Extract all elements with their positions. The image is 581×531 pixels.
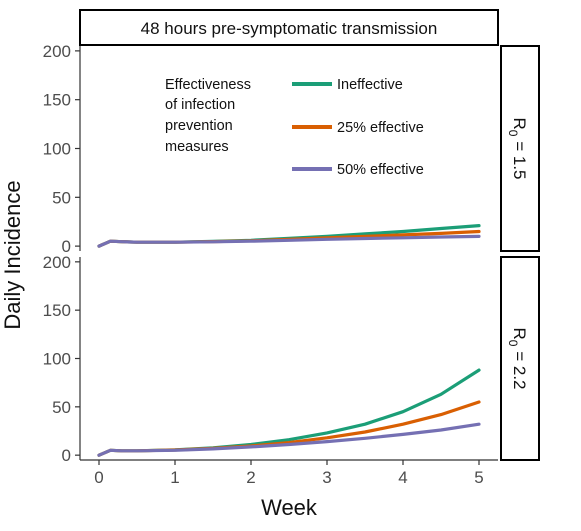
y-tick-label: 150 xyxy=(43,91,71,110)
y-tick-label: 0 xyxy=(62,237,71,256)
series-line-50-effective xyxy=(97,422,481,457)
legend-label-25pct: 25% effective xyxy=(337,120,424,136)
title-strip xyxy=(79,9,499,46)
y-axis-title: Daily Incidence xyxy=(0,180,25,329)
facet-strip-label-base: R xyxy=(510,118,529,130)
facet-strip-label-sub: 0 xyxy=(506,340,520,347)
facet-strip-label: R0 = 2.2 xyxy=(506,328,529,390)
facet-strip xyxy=(500,45,540,252)
legend-title-line-2: of infection xyxy=(165,97,235,113)
y-tick-label: 50 xyxy=(52,398,71,417)
series-line-50-effective xyxy=(97,234,481,248)
x-axis: 0 1 2 3 4 5 xyxy=(80,459,498,487)
facet-strip-label-sub: 0 xyxy=(506,130,520,137)
x-tick-label: 3 xyxy=(322,468,331,487)
y-tick-label: 100 xyxy=(43,140,71,159)
legend: Effectiveness of infection prevention me… xyxy=(165,77,424,178)
x-axis-title: Week xyxy=(261,495,318,520)
x-tick-label: 1 xyxy=(170,468,179,487)
chart-title: 48 hours pre-symptomatic transmission xyxy=(141,19,438,38)
legend-title-line-4: measures xyxy=(165,139,229,155)
facet-strip xyxy=(500,256,540,461)
x-tick-label: 0 xyxy=(94,468,103,487)
legend-label-ineffective: Ineffective xyxy=(337,77,403,93)
facet-strip-label-rest: = 1.5 xyxy=(510,136,529,179)
series-line-25-effective xyxy=(97,400,481,457)
legend-title-line-1: Effectiveness xyxy=(165,77,251,93)
y-tick-label: 0 xyxy=(62,446,71,465)
y-tick-label: 150 xyxy=(43,301,71,320)
y-tick-label: 100 xyxy=(43,350,71,369)
facet-strip-label-rest: = 2.2 xyxy=(510,346,529,389)
x-tick-label: 5 xyxy=(474,468,483,487)
legend-title-line-3: prevention xyxy=(165,118,233,134)
y-tick-label: 50 xyxy=(52,188,71,207)
x-tick-label: 2 xyxy=(246,468,255,487)
y-tick-label: 200 xyxy=(43,253,71,272)
facet-strip-label-base: R xyxy=(510,328,529,340)
legend-label-50pct: 50% effective xyxy=(337,162,424,178)
x-tick-label: 4 xyxy=(398,468,407,487)
facet-strip-label: R0 = 1.5 xyxy=(506,118,529,180)
y-tick-label: 200 xyxy=(43,42,71,61)
